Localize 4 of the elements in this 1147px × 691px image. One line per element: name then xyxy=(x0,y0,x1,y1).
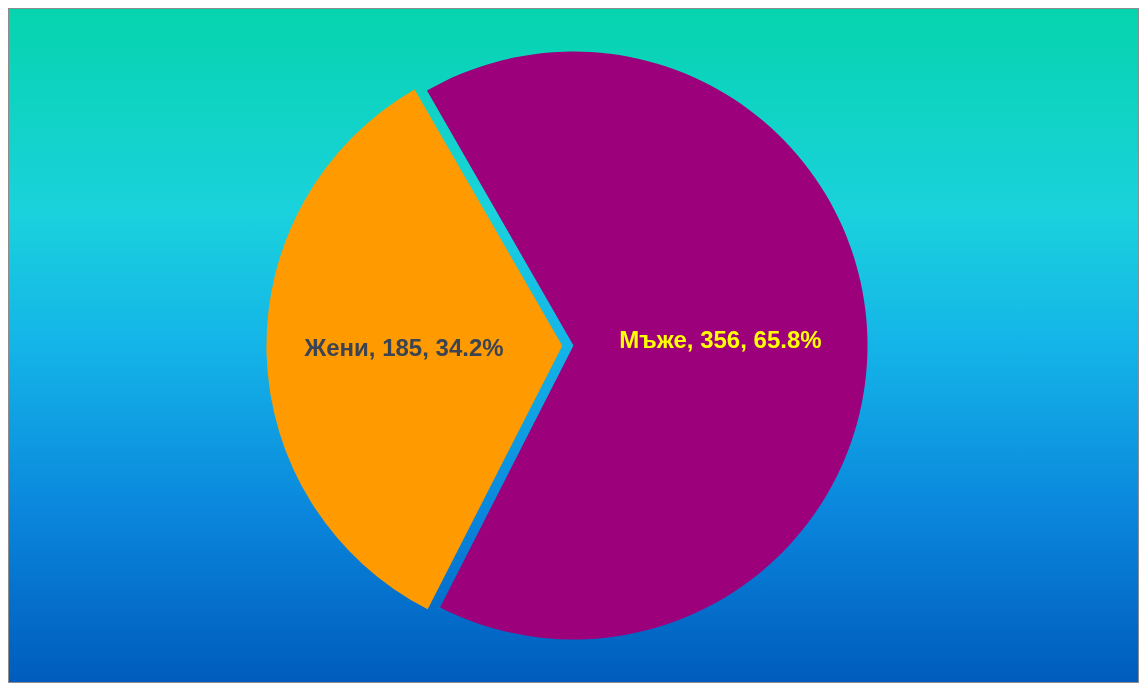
data-label: , 356, 65.8% xyxy=(686,326,822,354)
data-label: , 185, 34.2% xyxy=(368,334,504,362)
slice-label: Мъже xyxy=(619,326,687,354)
slice-label: Жени xyxy=(303,334,369,362)
